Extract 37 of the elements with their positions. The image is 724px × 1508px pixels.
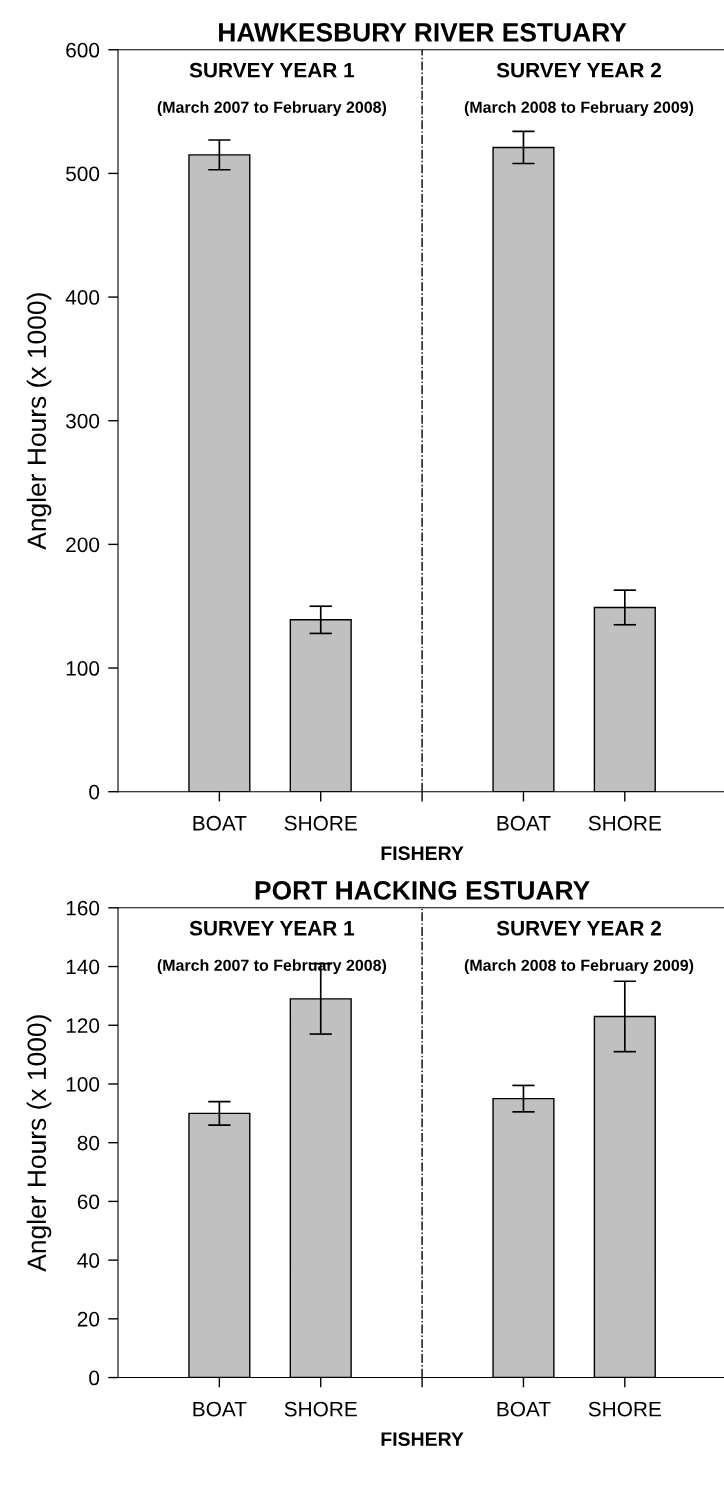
chart-title: HAWKESBURY RIVER ESTUARY: [219, 23, 627, 42]
y-tick-label: 120: [66, 1018, 100, 1034]
annotation: SURVEY YEAR 1: [189, 920, 355, 936]
y-tick-label: 100: [66, 1076, 100, 1092]
y-tick-label: 140: [66, 959, 100, 975]
y-tick-label: 100: [66, 661, 100, 676]
y-tick-label: 0: [89, 1370, 100, 1386]
annotation: (March 2007 to February 2008): [157, 101, 387, 117]
y-axis-title: Angler Hours (x 1000): [26, 1015, 52, 1272]
annotation: SURVEY YEAR 2: [496, 62, 661, 78]
annotation: SURVEY YEAR 2: [496, 920, 661, 936]
y-tick-label: 600: [66, 42, 100, 58]
y-tick-label: 20: [77, 1311, 100, 1327]
y-tick-label: 40: [77, 1253, 100, 1268]
y-tick-label: 300: [65, 413, 100, 429]
y-tick-label: 0: [89, 784, 100, 800]
x-axis-title: FISHERY: [381, 846, 464, 861]
x-tick-label: BOAT: [497, 815, 551, 831]
x-axis-title: FISHERY: [381, 1432, 464, 1446]
chart-title: PORT HACKING ESTUARY: [255, 881, 590, 900]
y-tick-label: 400: [65, 290, 100, 305]
annotation: SURVEY YEAR 1: [189, 62, 355, 78]
x-tick-label: SHORE: [588, 1401, 661, 1417]
y-tick-label: 60: [77, 1194, 100, 1210]
y-tick-label: 500: [66, 166, 100, 182]
x-tick-label: BOAT: [193, 815, 247, 831]
y-tick-label: 160: [66, 900, 100, 916]
x-tick-label: SHORE: [284, 815, 357, 831]
x-tick-label: SHORE: [588, 815, 661, 831]
x-tick-label: SHORE: [284, 1401, 357, 1417]
annotation: (March 2008 to February 2009): [464, 959, 694, 975]
y-tick-label: 200: [66, 537, 100, 553]
x-tick-label: BOAT: [193, 1401, 247, 1417]
y-tick-label: 80: [77, 1135, 100, 1151]
annotation: (March 2008 to February 2009): [464, 101, 694, 117]
x-tick-label: BOAT: [497, 1401, 551, 1417]
y-axis-title: Angler Hours (x 1000): [26, 293, 52, 550]
